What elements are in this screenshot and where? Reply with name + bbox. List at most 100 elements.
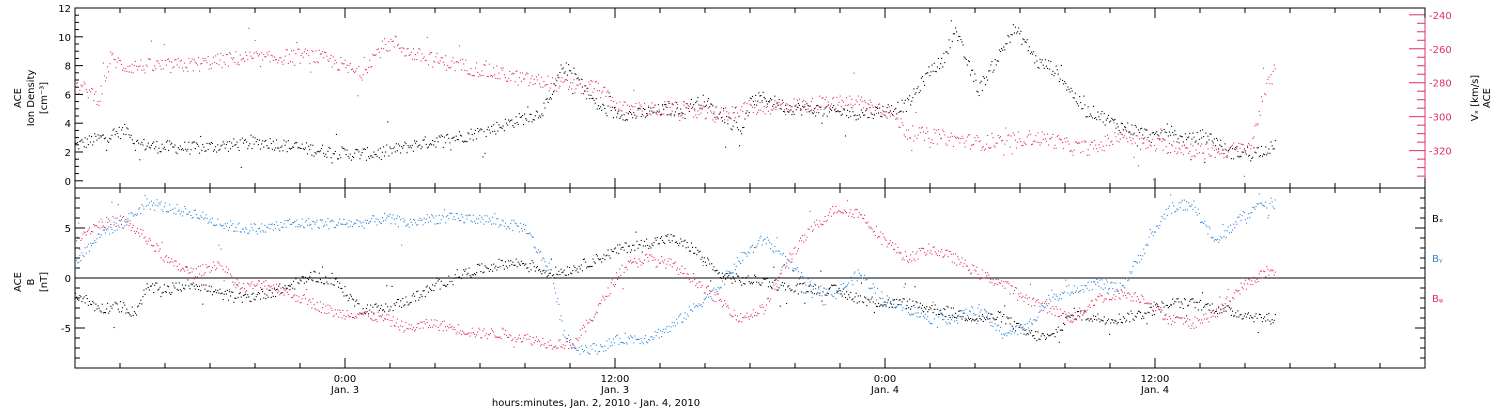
density-point [1229, 146, 1231, 148]
field-point [185, 266, 187, 268]
field-point [481, 263, 483, 265]
density-point [915, 92, 917, 94]
density-point [568, 64, 570, 66]
field-point [1095, 315, 1097, 317]
density-point [950, 132, 952, 134]
field-point [217, 289, 219, 291]
density-point [914, 135, 916, 137]
density-point [1213, 138, 1215, 140]
density-point [487, 76, 489, 78]
field-point [143, 289, 145, 291]
density-point [857, 118, 859, 120]
field-point [221, 292, 223, 294]
density-point [397, 143, 399, 145]
density-point [914, 93, 916, 95]
field-point [481, 337, 483, 339]
density-point [332, 56, 334, 58]
field-point [1010, 333, 1012, 335]
field-point [434, 319, 436, 321]
field-point [507, 226, 509, 228]
density-point [269, 138, 271, 140]
field-point [437, 326, 439, 328]
field-point [394, 304, 396, 306]
field-point [1109, 333, 1111, 335]
field-point [144, 195, 146, 197]
field-point [369, 309, 371, 311]
field-point [1011, 325, 1013, 327]
density-point [951, 135, 953, 137]
field-point [1267, 319, 1269, 321]
field-point [179, 289, 181, 291]
field-point [606, 254, 608, 256]
density-point [1012, 132, 1014, 134]
density-point [160, 151, 162, 153]
field-point [529, 232, 531, 234]
density-point [859, 116, 861, 118]
density-point [1243, 175, 1245, 177]
field-point [297, 282, 299, 284]
field-point [580, 264, 582, 266]
field-point [698, 251, 700, 253]
density-point [278, 147, 280, 149]
field-point [241, 228, 243, 230]
density-point [1163, 139, 1165, 141]
density-point [99, 100, 101, 102]
density-point [734, 117, 736, 119]
density-point [987, 79, 989, 81]
density-point [482, 156, 484, 158]
density-point [786, 103, 788, 105]
density-point [1252, 156, 1254, 158]
density-point [670, 115, 672, 117]
field-point [974, 320, 976, 322]
density-point [948, 140, 950, 142]
density-point [1266, 82, 1268, 84]
field-point [634, 249, 636, 251]
density-point [1075, 141, 1077, 143]
field-point [522, 230, 524, 232]
field-point [928, 309, 930, 311]
density-point [685, 103, 687, 105]
field-point [335, 278, 337, 280]
field-point [994, 323, 996, 325]
density-point [257, 144, 259, 146]
density-point [726, 111, 728, 113]
field-point [224, 290, 226, 292]
field-point [494, 267, 496, 269]
field-point [207, 222, 209, 224]
field-point [173, 285, 175, 287]
field-point [81, 238, 83, 240]
density-point [471, 75, 473, 77]
density-point [1120, 133, 1122, 135]
field-point [1078, 291, 1080, 293]
density-point [144, 72, 146, 74]
field-point [1019, 325, 1021, 327]
density-point [141, 69, 143, 71]
field-point [881, 291, 883, 293]
field-point [526, 232, 528, 234]
density-point [256, 138, 258, 140]
density-point [436, 137, 438, 139]
field-point [289, 223, 291, 225]
field-point [332, 316, 334, 318]
field-point [208, 266, 210, 268]
field-point [180, 269, 182, 271]
field-point [859, 295, 861, 297]
field-point [203, 274, 205, 276]
density-point [736, 112, 738, 114]
field-point [344, 318, 346, 320]
field-point [1207, 303, 1209, 305]
density-point [821, 122, 823, 124]
field-point [307, 303, 309, 305]
field-point [729, 271, 731, 273]
field-point [870, 298, 872, 300]
field-point [604, 345, 606, 347]
field-point [478, 218, 480, 220]
density-point [690, 108, 692, 110]
field-point [992, 317, 994, 319]
density-point [838, 111, 840, 113]
density-point [1049, 68, 1051, 70]
density-point [775, 109, 777, 111]
density-point [587, 91, 589, 93]
density-point [393, 46, 395, 48]
density-point [571, 88, 573, 90]
